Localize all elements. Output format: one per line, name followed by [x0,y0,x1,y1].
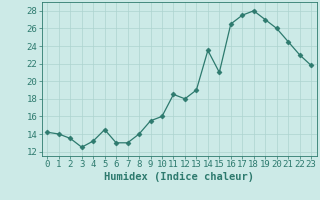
X-axis label: Humidex (Indice chaleur): Humidex (Indice chaleur) [104,172,254,182]
